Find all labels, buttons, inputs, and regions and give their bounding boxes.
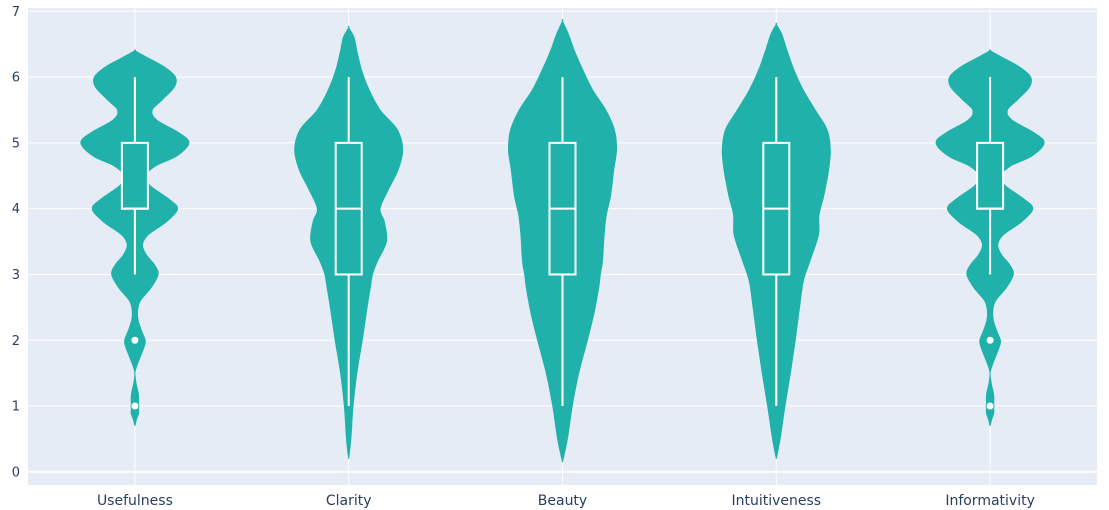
violin-beauty xyxy=(507,19,618,463)
y-axis-ticks: 0 1 2 3 4 5 6 7 xyxy=(12,5,20,481)
violin-box xyxy=(120,141,149,210)
y-tick-label: 3 xyxy=(12,268,20,283)
x-tick-label: Beauty xyxy=(538,493,587,509)
y-tick-label: 0 xyxy=(12,465,20,480)
violin-outlier xyxy=(985,401,995,411)
violin-informativity xyxy=(935,49,1045,426)
violin-outlier xyxy=(130,401,140,411)
violin-clarity xyxy=(294,26,404,459)
y-tick-label: 5 xyxy=(12,136,20,151)
x-axis-ticks: Usefulness Clarity Beauty Intuitiveness Info… xyxy=(97,493,1035,509)
y-tick-label: 2 xyxy=(12,334,20,349)
violin-usefulness xyxy=(80,49,190,426)
y-tick-label: 7 xyxy=(12,5,20,20)
x-tick-label: Clarity xyxy=(326,493,372,509)
violin-box xyxy=(976,141,1005,210)
violin-outlier xyxy=(130,335,140,345)
y-tick-label: 4 xyxy=(12,202,20,217)
y-tick-label: 1 xyxy=(12,400,20,415)
violin-intuitiveness xyxy=(721,22,831,459)
violin-outlier xyxy=(985,335,995,345)
violins xyxy=(80,19,1045,463)
y-tick-label: 6 xyxy=(12,71,20,86)
x-tick-label: Intuitiveness xyxy=(731,493,821,509)
x-tick-label: Usefulness xyxy=(97,493,173,509)
x-tick-label: Informativity xyxy=(945,493,1035,509)
